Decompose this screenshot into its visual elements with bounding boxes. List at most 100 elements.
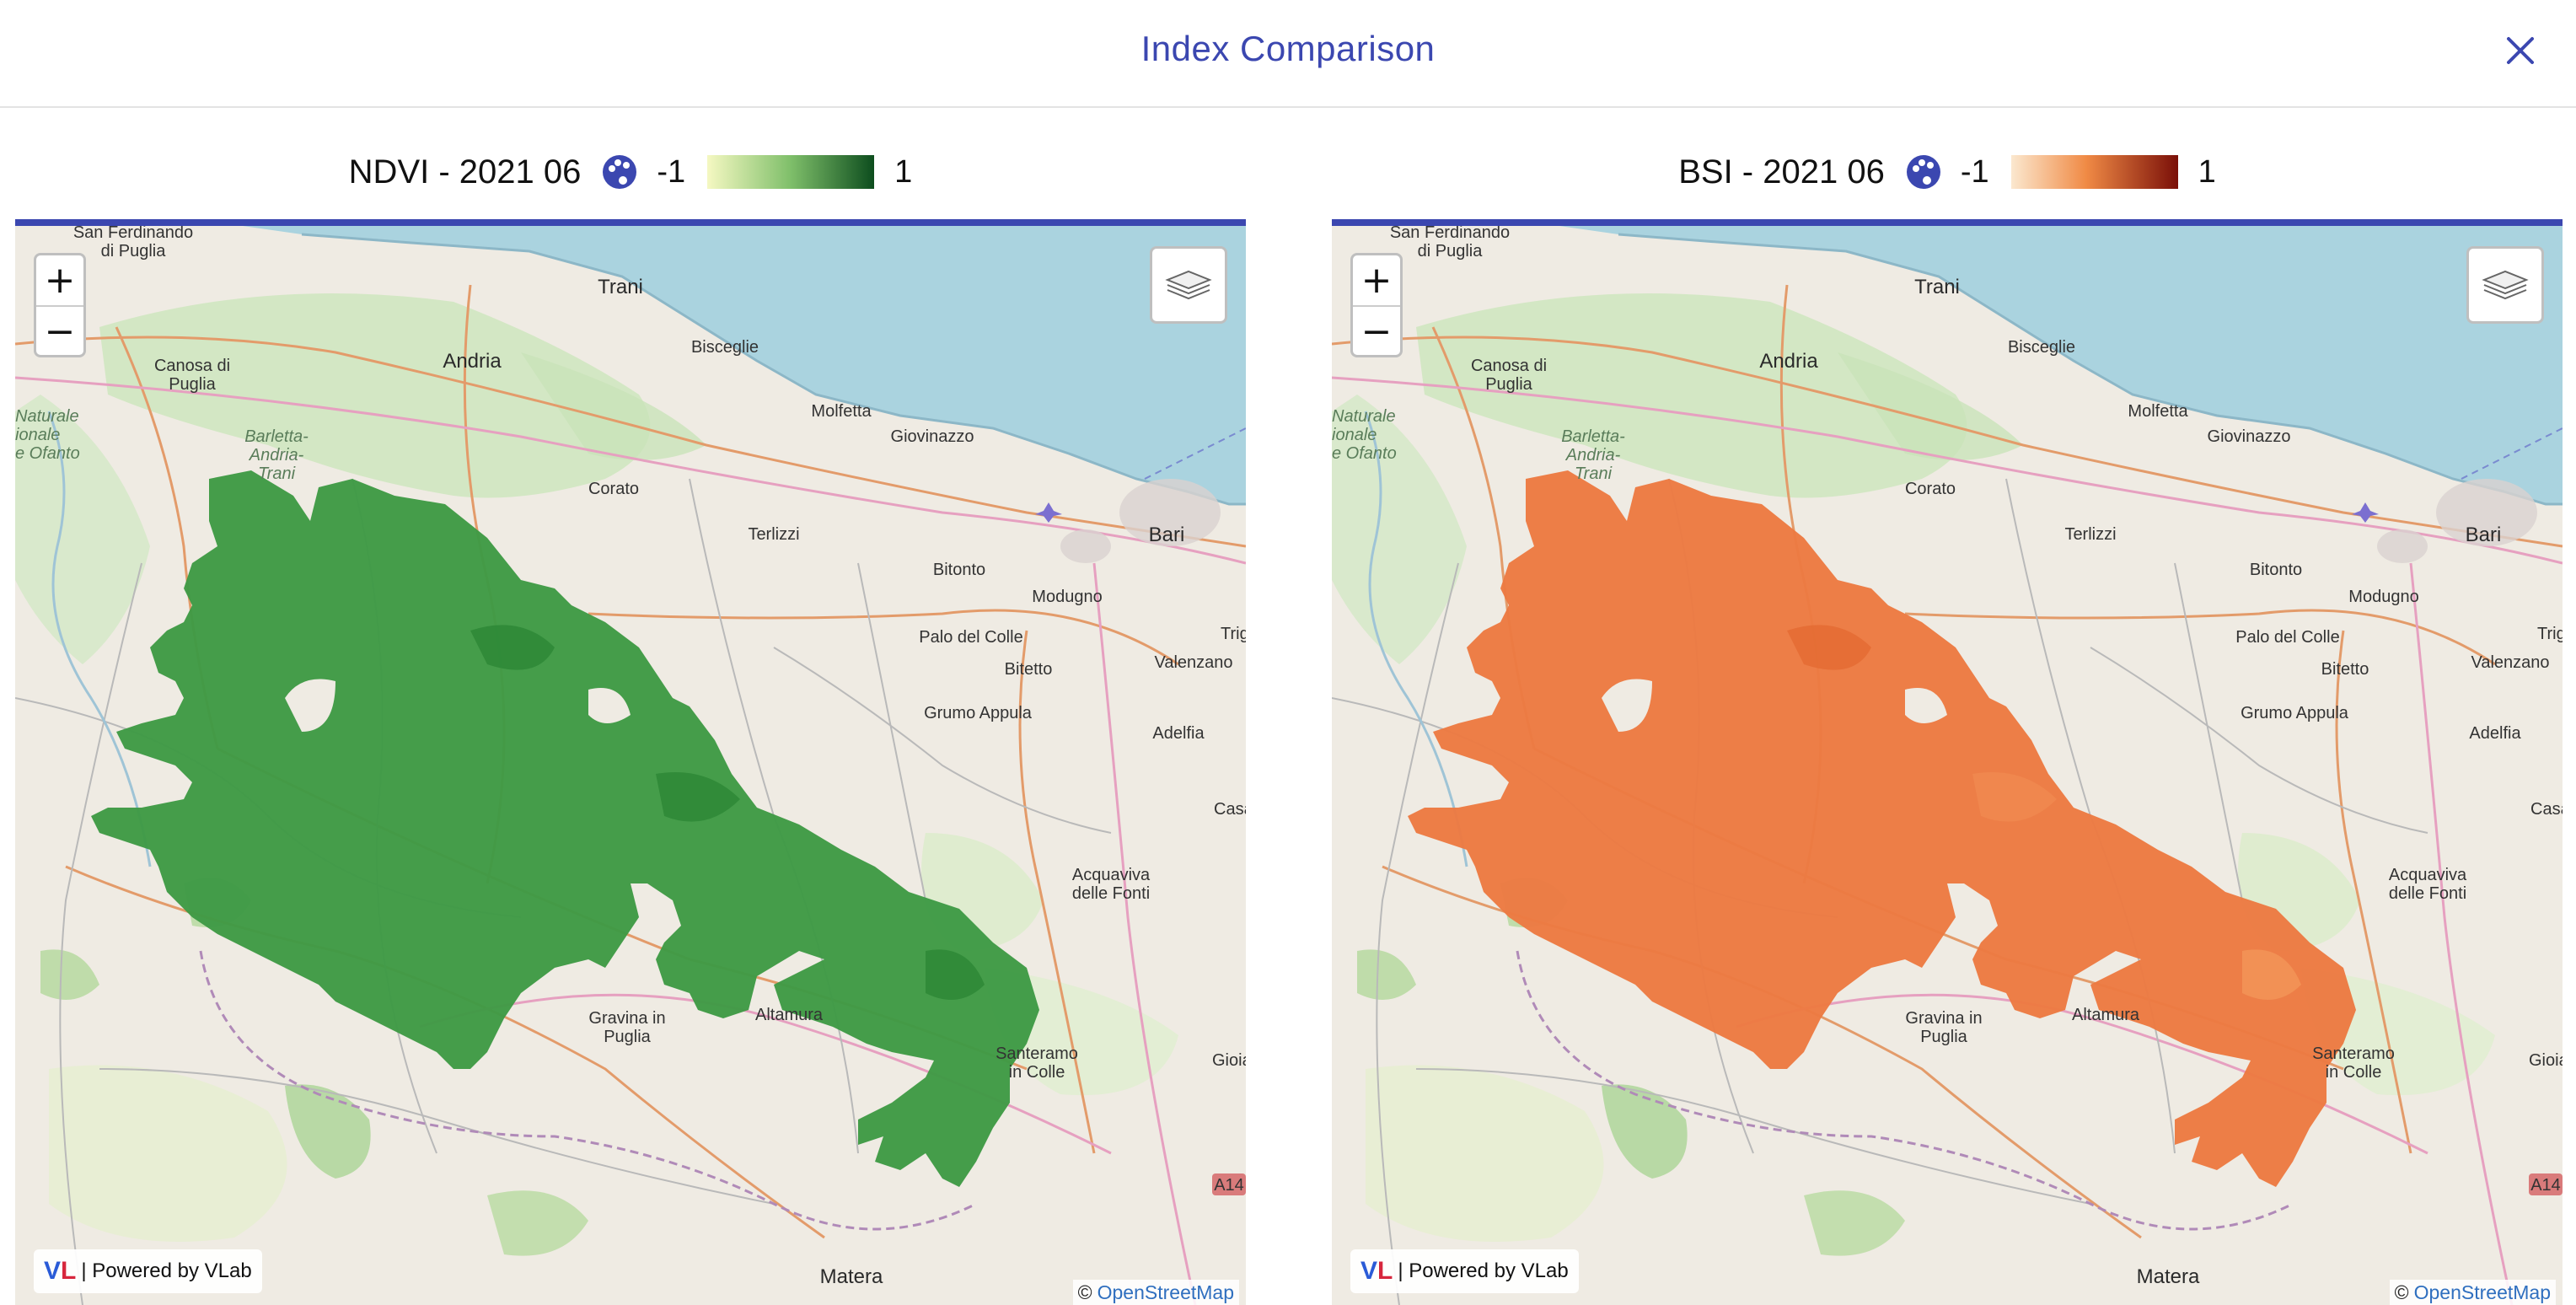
place-label: Gravina in bbox=[588, 1009, 665, 1028]
place-label: San Ferdinando bbox=[1390, 226, 1510, 242]
ndvi-legend-max: 1 bbox=[894, 153, 913, 190]
place-label: Andria bbox=[443, 350, 502, 373]
map-attribution: © OpenStreetMap bbox=[1072, 1280, 1239, 1305]
place-label: e Ofanto bbox=[1332, 444, 1397, 463]
palette-icon[interactable] bbox=[1905, 153, 1942, 191]
ndvi-panel: NDVI - 2021 06 -1 1 bbox=[15, 108, 1246, 1305]
bsi-map[interactable]: San Ferdinando di Puglia Trani Andria Bi… bbox=[1332, 219, 2563, 1305]
zoom-in-button[interactable]: + bbox=[1353, 255, 1400, 307]
place-label: San Ferdinando bbox=[73, 226, 193, 242]
dialog-title: Index Comparison bbox=[1140, 29, 1436, 68]
place-label: Bitonto bbox=[933, 561, 985, 579]
place-label: Valenzano bbox=[2471, 653, 2549, 672]
layers-button[interactable] bbox=[2466, 246, 2544, 324]
bsi-base-map: San Ferdinando di Puglia Trani Andria Bi… bbox=[1332, 226, 2563, 1305]
place-label: Santeramo bbox=[2312, 1045, 2395, 1063]
place-label: Modugno bbox=[1032, 588, 1102, 606]
place-label: Terlizzi bbox=[2064, 525, 2116, 544]
place-label: Puglia bbox=[604, 1028, 651, 1046]
bsi-color-ramp bbox=[2010, 155, 2178, 189]
place-label: Matera bbox=[820, 1265, 883, 1288]
close-icon bbox=[2507, 37, 2534, 64]
zoom-control: + − bbox=[1350, 253, 1403, 357]
powered-by-vlab[interactable]: VL | Powered by VLab bbox=[34, 1249, 262, 1293]
openstreetmap-link[interactable]: OpenStreetMap bbox=[2413, 1281, 2551, 1303]
place-label: Giovinazzo bbox=[891, 427, 974, 446]
place-label: Molfetta bbox=[811, 402, 872, 421]
powered-by-vlab[interactable]: VL | Powered by VLab bbox=[1350, 1249, 1579, 1293]
place-label: Canosa di bbox=[154, 357, 230, 375]
place-label: Bari bbox=[1149, 524, 1185, 546]
place-label: Bari bbox=[2466, 524, 2502, 546]
place-label: Altamura bbox=[2072, 1006, 2140, 1024]
zoom-in-button[interactable]: + bbox=[36, 255, 83, 307]
close-button[interactable] bbox=[2498, 29, 2542, 72]
place-label: Barletta- bbox=[244, 427, 309, 446]
place-label: Casama bbox=[2530, 800, 2563, 819]
ndvi-legend-min: -1 bbox=[657, 153, 686, 190]
place-label: Trani bbox=[598, 276, 643, 298]
place-label: Terlizzi bbox=[748, 525, 799, 544]
place-label: A14 bbox=[2530, 1176, 2561, 1195]
place-label: ionale bbox=[1332, 426, 1377, 444]
place-label: Naturale bbox=[15, 407, 79, 426]
place-label: Bitetto bbox=[2321, 660, 2369, 679]
openstreetmap-link[interactable]: OpenStreetMap bbox=[1097, 1281, 1234, 1303]
place-label: Acquaviva bbox=[1072, 866, 1151, 884]
place-label: Gravina in bbox=[1905, 1009, 1982, 1028]
ndvi-map[interactable]: San Ferdinando di Puglia Trani Andria Bi… bbox=[15, 219, 1246, 1305]
place-label: di Puglia bbox=[101, 242, 167, 260]
place-label: Acquaviva bbox=[2389, 866, 2467, 884]
place-label: Adelfia bbox=[2469, 724, 2521, 743]
powered-by-text: | Powered by VLab bbox=[1398, 1259, 1569, 1282]
bsi-legend: BSI - 2021 06 -1 1 bbox=[1332, 147, 2563, 197]
place-label: Andria- bbox=[249, 446, 304, 465]
place-label: Canosa di bbox=[1471, 357, 1547, 375]
place-label: Grumo Appula bbox=[924, 704, 1033, 722]
place-label: Bitetto bbox=[1005, 660, 1053, 679]
ndvi-legend-title: NDVI - 2021 06 bbox=[348, 153, 582, 191]
place-label: Trigg bbox=[1221, 625, 1246, 643]
place-label: Trani bbox=[258, 465, 296, 483]
ndvi-legend: NDVI - 2021 06 -1 1 bbox=[15, 147, 1246, 197]
place-label: Bisceglie bbox=[691, 338, 759, 357]
place-label: in Colle bbox=[1009, 1063, 1065, 1082]
place-label: Valenzano bbox=[1154, 653, 1232, 672]
zoom-out-button[interactable]: − bbox=[44, 310, 76, 353]
place-label: Corato bbox=[1905, 480, 1956, 498]
place-label: Palo del Colle bbox=[2235, 628, 2339, 647]
place-label: Gioia de bbox=[2529, 1051, 2563, 1070]
place-label: Grumo Appula bbox=[2241, 704, 2349, 722]
place-label: Naturale bbox=[1332, 407, 1396, 426]
place-label: Gioia de bbox=[1212, 1051, 1246, 1070]
place-label: Puglia bbox=[1485, 375, 1532, 394]
place-label: Andria bbox=[1759, 350, 1818, 373]
place-label: Modugno bbox=[2348, 588, 2418, 606]
layers-button[interactable] bbox=[1150, 246, 1227, 324]
place-label: Trigg bbox=[2537, 625, 2563, 643]
place-label: di Puglia bbox=[1418, 242, 1484, 260]
map-attribution: © OpenStreetMap bbox=[2389, 1280, 2556, 1305]
place-label: Santeramo bbox=[996, 1045, 1078, 1063]
place-label: delle Fonti bbox=[1072, 884, 1150, 903]
bsi-legend-max: 1 bbox=[2198, 153, 2216, 190]
place-label: Barletta- bbox=[1561, 427, 1625, 446]
place-label: Trani bbox=[1575, 465, 1613, 483]
zoom-out-button[interactable]: − bbox=[1360, 310, 1393, 353]
bsi-legend-title: BSI - 2021 06 bbox=[1678, 153, 1885, 191]
place-label: e Ofanto bbox=[15, 444, 80, 463]
bsi-legend-min: -1 bbox=[1960, 153, 1989, 190]
place-label: in Colle bbox=[2326, 1063, 2382, 1082]
dialog-header: Index Comparison bbox=[0, 0, 2576, 108]
place-label: Matera bbox=[2137, 1265, 2200, 1288]
place-label: Bisceglie bbox=[2008, 338, 2075, 357]
bsi-index-overlay bbox=[1408, 470, 2356, 1187]
vlab-logo: VL bbox=[1360, 1257, 1393, 1285]
ndvi-color-ramp bbox=[707, 155, 875, 189]
place-label: Giovinazzo bbox=[2208, 427, 2291, 446]
ndvi-base-map: San Ferdinando di Puglia Trani Andria Bi… bbox=[15, 226, 1246, 1305]
palette-icon[interactable] bbox=[601, 153, 638, 191]
place-label: Trani bbox=[1914, 276, 1960, 298]
bsi-panel: BSI - 2021 06 -1 1 bbox=[1332, 108, 2563, 1305]
vlab-logo: VL bbox=[44, 1257, 77, 1285]
